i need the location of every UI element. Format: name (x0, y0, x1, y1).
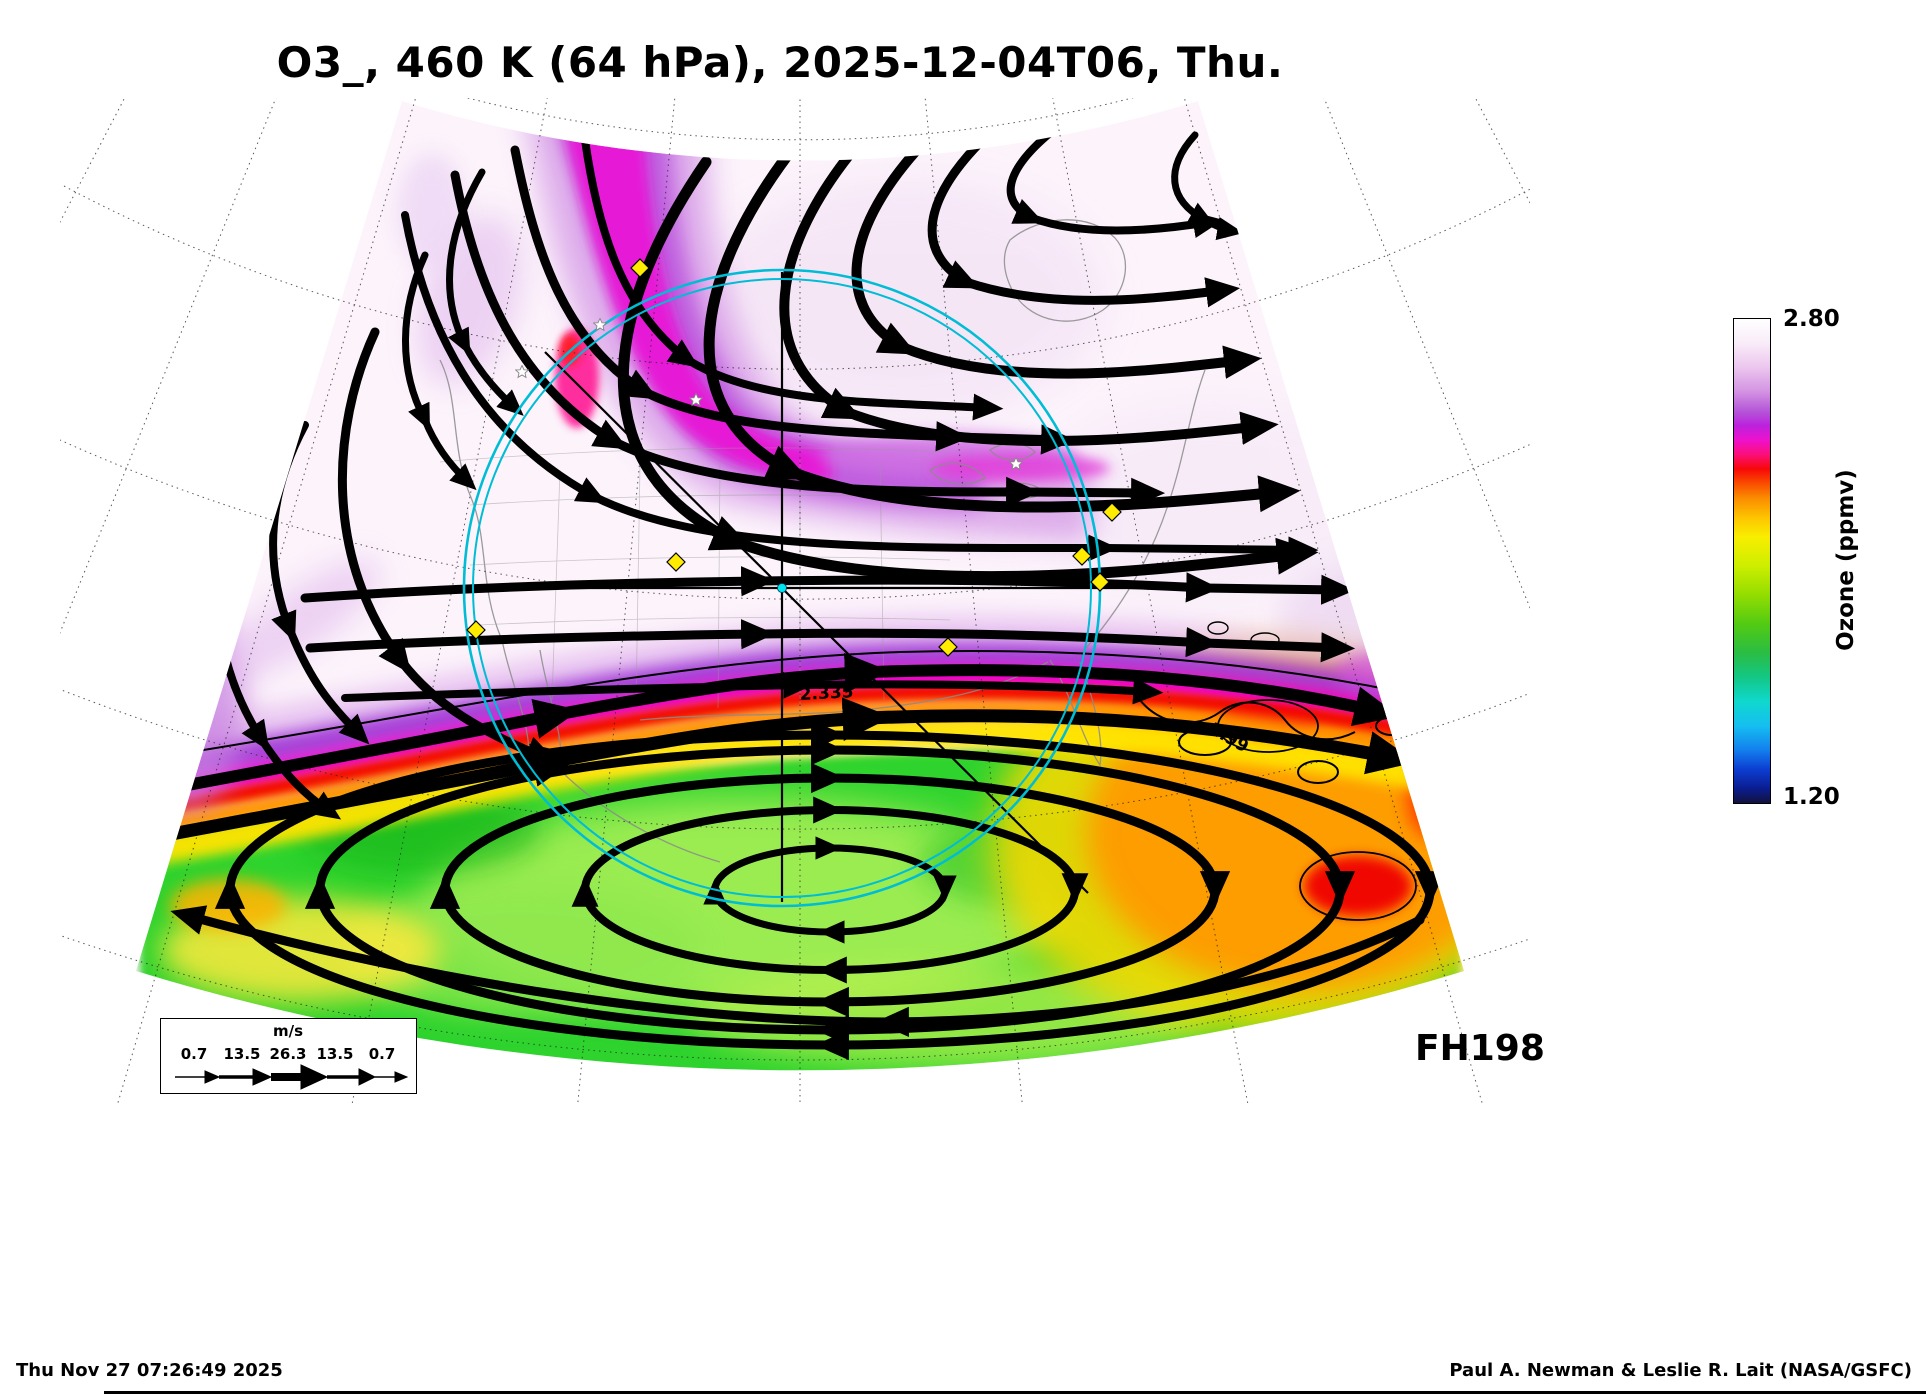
wind-legend-value: 0.7 (369, 1045, 396, 1063)
plot-title: O3_, 460 K (64 hPa), 2025-12-04T06, Thu. (276, 38, 1284, 87)
wind-legend-value: 13.5 (316, 1045, 353, 1063)
station-markers-diamonds (466, 258, 1122, 657)
contour-label-1: 2.335 (799, 682, 854, 705)
bottom-edge-line (104, 1391, 1926, 1394)
station-marker-diamond (630, 258, 650, 278)
run-timestamp: Thu Nov 27 07:26:49 2025 (16, 1360, 283, 1381)
station-marker-diamond (666, 552, 686, 572)
station-marker-diamond (1072, 546, 1092, 566)
circle-center-dot (777, 583, 787, 593)
wind-legend-value: 0.7 (181, 1045, 208, 1063)
wind-legend-value: 26.3 (269, 1045, 306, 1063)
wind-speed-legend: m/s 0.7 13.5 26.3 13.5 0.7 (160, 1018, 417, 1094)
streamlines (143, 121, 1446, 1061)
station-marker-diamond (938, 637, 958, 657)
wind-legend-value: 13.5 (223, 1045, 260, 1063)
station-marker-diamond (1090, 572, 1110, 592)
wind-arrow-scale (175, 1064, 409, 1090)
credit-text: Paul A. Newman & Leslie R. Lait (NASA/GS… (1449, 1360, 1912, 1381)
wind-legend-unit: m/s (273, 1022, 303, 1040)
forecast-hour-label: FH198 (1415, 1028, 1545, 1069)
colorbar-max-label: 2.80 (1783, 306, 1840, 332)
colorbar-min-label: 1.20 (1783, 784, 1840, 810)
colorbar-axis-label: Ozone (ppmv) (1833, 469, 1859, 651)
station-marker-diamond (1102, 502, 1122, 522)
station-marker-diamond (466, 620, 486, 640)
colorbar-gradient (1733, 318, 1771, 804)
wind-legend-canvas: m/s 0.7 13.5 26.3 13.5 0.7 (175, 1022, 409, 1090)
